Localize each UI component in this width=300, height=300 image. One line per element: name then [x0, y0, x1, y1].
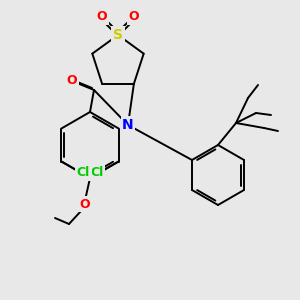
- Text: O: O: [67, 74, 77, 86]
- Text: Cl: Cl: [90, 166, 103, 179]
- Text: O: O: [80, 197, 90, 211]
- Text: Cl: Cl: [77, 166, 90, 179]
- Text: S: S: [113, 28, 123, 42]
- Text: O: O: [129, 11, 139, 23]
- Text: N: N: [122, 118, 134, 132]
- Text: O: O: [97, 11, 107, 23]
